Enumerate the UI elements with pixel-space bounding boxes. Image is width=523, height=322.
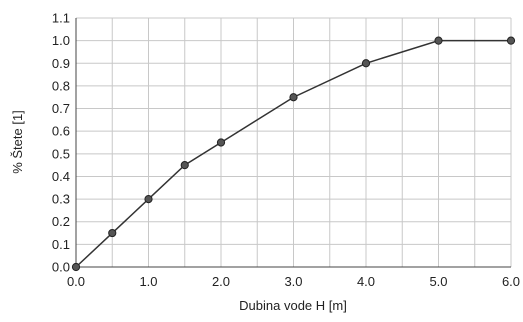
y-tick-label: 0.2 [52, 214, 70, 229]
data-point [361, 59, 371, 68]
x-tick-labels: 0.0 1.0 2.0 3.0 4.0 5.0 6.0 [67, 274, 520, 289]
grid [75, 17, 512, 268]
y-tick-label: 1.1 [52, 11, 70, 26]
series-group [71, 36, 516, 272]
data-point [434, 36, 443, 45]
data-point [289, 93, 298, 102]
data-point [108, 228, 117, 238]
y-tick-label: 0.1 [52, 237, 70, 252]
data-point [506, 36, 516, 45]
data-point [71, 262, 81, 272]
x-tick-label: 2.0 [212, 274, 230, 289]
x-tick-label: 1.0 [139, 274, 157, 289]
y-tick-label: 1.0 [52, 33, 70, 48]
data-point [144, 194, 153, 204]
y-tick-label: 0.0 [52, 260, 70, 275]
y-tick-label: 0.5 [52, 146, 70, 161]
y-tick-label: 0.9 [52, 56, 70, 71]
axes [75, 18, 511, 268]
y-tick-labels: 0.0 0.1 0.2 0.3 0.4 0.5 0.6 0.7 0.8 0.9 1.0 1.1 [52, 11, 70, 275]
x-tick-label: 3.0 [284, 274, 302, 289]
y-tick-label: 0.4 [52, 169, 70, 184]
data-point [216, 138, 226, 147]
y-tick-label: 0.8 [52, 78, 70, 93]
x-tick-label: 6.0 [502, 274, 520, 289]
y-tick-label: 0.3 [52, 192, 70, 207]
x-tick-label: 4.0 [357, 274, 375, 289]
x-tick-label: 0.0 [67, 274, 85, 289]
y-tick-label: 0.7 [52, 101, 70, 116]
data-point [180, 161, 189, 170]
x-axis-label: Dubina vode H [m] [239, 298, 347, 313]
y-tick-label: 0.6 [52, 124, 70, 139]
x-tick-label: 5.0 [429, 274, 447, 289]
y-axis-label: % Štete [1] [10, 110, 25, 174]
